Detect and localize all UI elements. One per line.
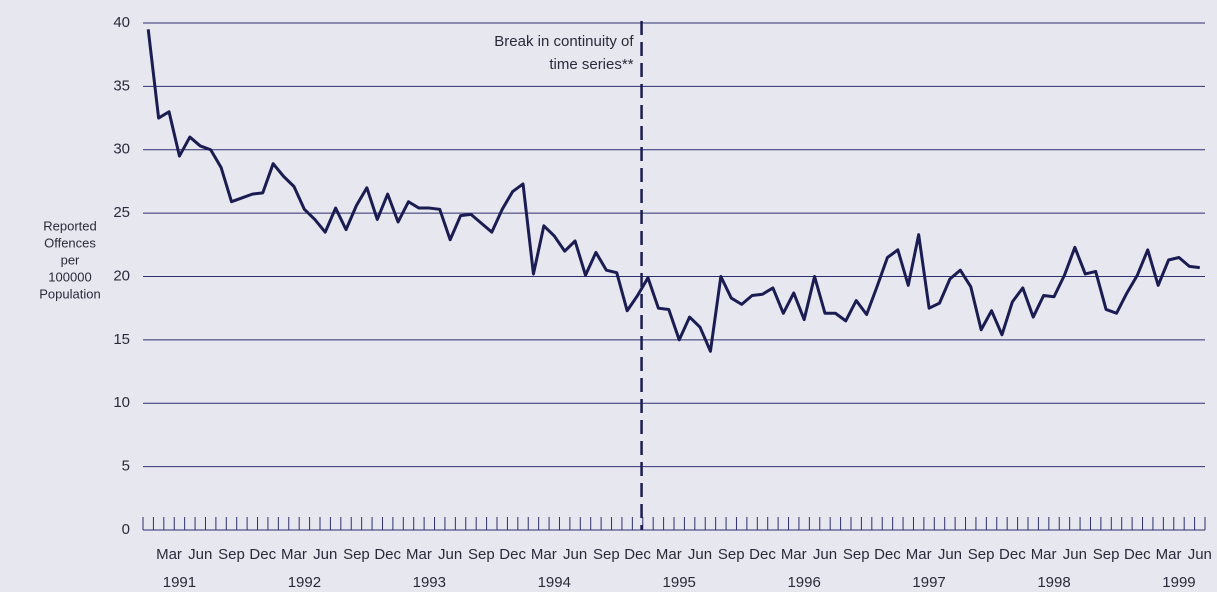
x-tick-label: Dec xyxy=(749,546,776,563)
y-tick-label: 30 xyxy=(113,141,130,158)
x-tick-label: Mar xyxy=(656,546,682,563)
x-tick-label: Mar xyxy=(406,546,432,563)
y-tick-label: 15 xyxy=(113,331,130,348)
x-tick-label: Dec xyxy=(499,546,526,563)
y-axis-label: per xyxy=(61,252,80,267)
x-tick-label: Mar xyxy=(906,546,932,563)
year-label: 1998 xyxy=(1037,574,1070,591)
y-tick-label: 35 xyxy=(113,77,130,94)
x-tick-label: Mar xyxy=(531,546,557,563)
y-axis-label: 100000 xyxy=(48,269,91,284)
data-line xyxy=(146,29,1200,353)
year-label: 1993 xyxy=(413,574,446,591)
x-tick-label: Dec xyxy=(249,546,276,563)
year-label: 1996 xyxy=(787,574,820,591)
x-tick-label: Sep xyxy=(718,546,745,563)
x-tick-label: Mar xyxy=(781,546,807,563)
y-tick-label: 10 xyxy=(113,394,130,411)
y-tick-label: 40 xyxy=(113,14,130,31)
x-tick-label: Sep xyxy=(468,546,495,563)
y-tick-label: 20 xyxy=(113,267,130,284)
x-tick-label: Sep xyxy=(343,546,370,563)
x-tick-label: Sep xyxy=(843,546,870,563)
x-tick-label: Sep xyxy=(593,546,620,563)
x-tick-label: Dec xyxy=(374,546,401,563)
y-tick-label: 0 xyxy=(122,521,130,538)
y-tick-label: 25 xyxy=(113,204,130,221)
x-tick-label: Jun xyxy=(188,546,212,563)
x-tick-label: Jun xyxy=(438,546,462,563)
x-tick-label: Sep xyxy=(218,546,245,563)
x-tick-label: Jun xyxy=(813,546,837,563)
x-tick-label: Mar xyxy=(1031,546,1057,563)
y-axis-label: Offences xyxy=(44,235,96,250)
x-tick-label: Dec xyxy=(624,546,651,563)
x-tick-label: Sep xyxy=(1093,546,1120,563)
x-tick-label: Mar xyxy=(281,546,307,563)
x-tick-label: Jun xyxy=(1063,546,1087,563)
x-tick-label: Jun xyxy=(688,546,712,563)
x-tick-label: Dec xyxy=(999,546,1026,563)
year-label: 1992 xyxy=(288,574,321,591)
x-tick-label: Jun xyxy=(563,546,587,563)
y-axis-label: Reported xyxy=(43,218,96,233)
x-tick-label: Dec xyxy=(874,546,901,563)
year-label: 1999 xyxy=(1162,574,1195,591)
annotation: Break in continuity of xyxy=(494,33,634,50)
y-axis-label: Population xyxy=(39,286,100,301)
year-label: 1991 xyxy=(163,574,196,591)
x-tick-label: Jun xyxy=(938,546,962,563)
x-tick-label: Sep xyxy=(968,546,995,563)
x-tick-label: Mar xyxy=(1156,546,1182,563)
x-tick-label: Jun xyxy=(1188,546,1212,563)
year-label: 1997 xyxy=(912,574,945,591)
x-tick-label: Jun xyxy=(313,546,337,563)
x-tick-label: Mar xyxy=(156,546,182,563)
x-tick-label: Dec xyxy=(1124,546,1151,563)
y-tick-label: 5 xyxy=(122,458,130,475)
annotation: time series** xyxy=(549,56,633,73)
year-label: 1995 xyxy=(663,574,696,591)
year-label: 1994 xyxy=(538,574,571,591)
